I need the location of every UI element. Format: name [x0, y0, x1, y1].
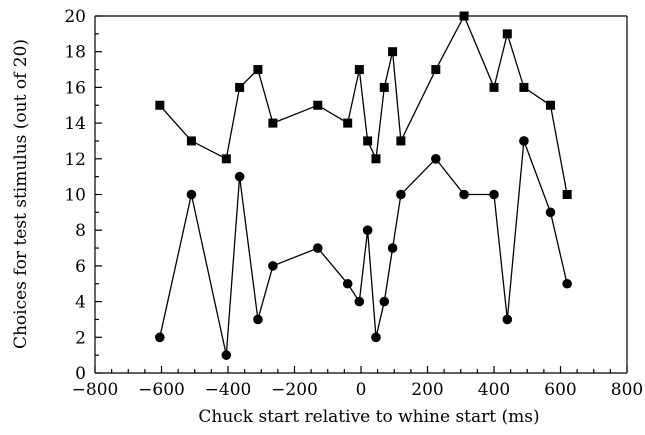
x-tick-label: −200 [271, 380, 318, 400]
square-point [502, 29, 512, 39]
circle-point [342, 278, 353, 289]
square-point [343, 118, 353, 128]
square-point [313, 100, 323, 110]
x-tick-label: −400 [205, 380, 252, 400]
circle-point [221, 350, 232, 360]
x-tick-label: −800 [72, 380, 119, 400]
y-tick-label: 18 [64, 43, 86, 63]
circle-point [387, 243, 398, 253]
circle-point [362, 225, 373, 235]
square-point [489, 82, 499, 92]
circle-point [234, 171, 245, 182]
y-tick-label: 0 [75, 364, 86, 384]
square-point [396, 136, 406, 146]
circle-point [354, 296, 365, 307]
square-point [388, 47, 398, 57]
circle-point [253, 314, 263, 325]
circle-point [502, 314, 513, 325]
x-tick-label: 0 [356, 380, 367, 400]
x-tick-label: 400 [478, 380, 510, 400]
circle-point [519, 136, 529, 146]
square-point [221, 154, 231, 164]
x-tick-label: 800 [611, 380, 643, 400]
circle-point [155, 332, 165, 343]
series [155, 11, 572, 360]
circle-point [431, 154, 441, 164]
square-point [519, 82, 529, 92]
square-point [459, 11, 469, 21]
y-tick-label: 4 [75, 293, 86, 313]
y-tick-label: 10 [64, 186, 86, 206]
x-tick-label: 200 [411, 380, 443, 400]
circle-point [459, 189, 469, 200]
square-point [431, 65, 441, 75]
series-circle [155, 136, 572, 360]
y-tick-label: 16 [64, 78, 86, 98]
square-point [354, 65, 364, 75]
series-square [155, 11, 572, 199]
y-tick-label: 20 [64, 7, 86, 27]
square-point [155, 100, 165, 110]
circle-point [186, 189, 197, 200]
square-point [268, 118, 278, 128]
square-point [379, 82, 389, 92]
square-point [371, 154, 381, 164]
square-point [546, 100, 556, 110]
circle-point [396, 189, 406, 200]
x-axis-title: Chuck start relative to whine start (ms) [198, 407, 539, 427]
y-tick-label: 14 [64, 114, 86, 134]
x-tick-label: −600 [138, 380, 185, 400]
y-tick-label: 6 [75, 257, 86, 277]
circle-point [379, 296, 390, 307]
y-tick-label: 12 [64, 150, 86, 170]
x-tick-label: 600 [544, 380, 576, 400]
circle-point [545, 207, 556, 218]
circle-point [371, 332, 381, 343]
y-tick-label: 8 [75, 221, 86, 241]
tick-labels: −800 −600 −400 −200 0 200 400 600 800 0 2 4 6 8 10 12 14… [64, 7, 643, 400]
square-point [363, 136, 373, 146]
y-axis-title: Choices for test stimulus (out of 20) [11, 39, 31, 349]
circle-point [562, 278, 572, 289]
y-tick-label: 2 [75, 328, 86, 348]
circle-point [268, 261, 278, 271]
square-point [235, 82, 245, 92]
series-line-square [159, 14, 568, 195]
ticks [94, 15, 628, 374]
square-point [253, 65, 263, 75]
circle-point [489, 189, 499, 200]
square-point [562, 190, 572, 199]
circle-point [312, 243, 323, 253]
square-point [186, 136, 196, 146]
